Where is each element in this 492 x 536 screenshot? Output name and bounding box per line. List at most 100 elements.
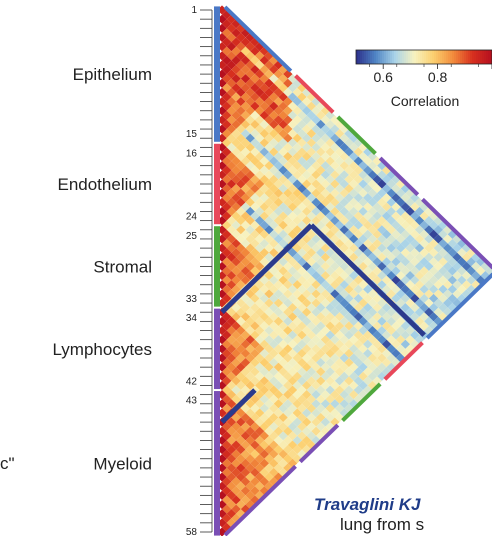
tick-label: 15 xyxy=(186,129,198,140)
heatmap-cell xyxy=(372,165,382,175)
heatmap-cell xyxy=(391,348,401,358)
heatmap-cell xyxy=(222,513,232,523)
heatmap-cell xyxy=(254,161,265,171)
heatmap-cell xyxy=(222,165,232,175)
heatmap-cell xyxy=(334,165,345,175)
heatmap-cell xyxy=(301,353,312,363)
heatmap-cell xyxy=(461,252,472,262)
heatmap-cell xyxy=(297,156,307,166)
group-labels: Epithelium Endothelium Stromal Lymphocytes M… xyxy=(52,65,152,473)
colorbar-swatch xyxy=(416,50,419,64)
heatmap-cell xyxy=(301,435,312,445)
heatmap-cell xyxy=(236,188,246,198)
heatmap-cell xyxy=(287,376,298,386)
heatmap-cell xyxy=(414,280,425,290)
heatmap-cell xyxy=(306,202,317,212)
heatmap-cell xyxy=(391,312,401,322)
diag-strip-segment xyxy=(336,115,377,155)
heatmap-cell xyxy=(344,275,354,285)
heatmap-cell xyxy=(438,293,448,304)
heatmap-cell xyxy=(236,69,246,79)
heatmap-cell xyxy=(367,252,378,262)
heatmap-cell xyxy=(250,119,260,130)
heatmap-cell xyxy=(438,275,448,285)
heatmap-cell xyxy=(236,271,246,281)
heatmap-cell xyxy=(240,238,251,249)
heatmap-cell xyxy=(264,170,274,180)
heatmap-cell xyxy=(231,385,241,395)
heatmap-cell xyxy=(254,151,265,162)
heatmap-cell xyxy=(217,5,227,15)
heatmap-cell xyxy=(410,193,420,203)
colorbar-swatch xyxy=(444,50,447,64)
heatmap-cell xyxy=(325,376,335,386)
heatmap-cell xyxy=(254,179,265,189)
heatmap-cell xyxy=(424,325,434,336)
heatmap-cell xyxy=(424,216,434,226)
group-label: Stromal xyxy=(93,257,152,276)
heatmap-cell xyxy=(269,129,279,139)
heatmap-cell xyxy=(273,188,284,198)
heatmap-cell xyxy=(348,170,359,180)
heatmap-cell xyxy=(236,426,246,436)
heatmap-cell xyxy=(367,353,378,363)
heatmap-cell xyxy=(363,248,373,258)
heatmap-cell xyxy=(330,252,340,262)
heatmap-cell xyxy=(358,353,368,363)
heatmap-cell xyxy=(438,229,448,239)
heatmap-cell xyxy=(222,275,232,285)
heatmap-cell xyxy=(231,147,241,157)
heatmap-cell xyxy=(264,353,274,363)
heatmap-cell xyxy=(363,376,373,386)
heatmap-cell xyxy=(339,344,349,354)
heatmap-cell xyxy=(391,184,401,194)
heatmap-cell xyxy=(269,275,279,285)
heatmap-cell xyxy=(301,426,312,436)
heatmap-cell xyxy=(292,197,302,207)
heatmap-cell xyxy=(442,252,453,262)
heatmap-cell xyxy=(283,234,293,244)
heatmap-cell xyxy=(339,188,349,198)
heatmap-cell xyxy=(254,307,265,317)
heatmap-cell xyxy=(311,380,321,391)
heatmap-cell xyxy=(344,376,354,386)
heatmap-cell xyxy=(405,325,415,336)
heatmap-cell xyxy=(278,303,288,313)
heatmap-cell xyxy=(306,431,317,441)
heatmap-cell xyxy=(339,380,349,391)
heatmap-cell xyxy=(245,206,255,217)
heatmap-cell xyxy=(226,151,237,162)
heatmap-cell xyxy=(259,211,270,221)
heatmap-cell xyxy=(231,367,241,377)
heatmap-cell xyxy=(250,248,260,258)
heatmap-cell xyxy=(287,83,298,93)
heatmap-cell xyxy=(226,445,237,455)
colorbar-swatch xyxy=(460,50,463,64)
heatmap-cell xyxy=(306,92,317,102)
heatmap-cell xyxy=(236,325,246,336)
heatmap-cell xyxy=(240,275,251,285)
heatmap-cell xyxy=(372,248,382,258)
heatmap-cell xyxy=(222,184,232,194)
heatmap-cell xyxy=(254,106,265,116)
heatmap-cell xyxy=(226,60,237,70)
heatmap-cell xyxy=(287,119,298,130)
heatmap-cell xyxy=(353,202,364,212)
heatmap-cell xyxy=(236,87,246,97)
heatmap-cell xyxy=(311,151,321,162)
heatmap-cell xyxy=(222,19,232,29)
heatmap-cell xyxy=(433,225,443,235)
heatmap-cell xyxy=(442,271,453,281)
heatmap-cell xyxy=(226,335,237,345)
heatmap-cell xyxy=(240,174,251,184)
heatmap-cell xyxy=(414,271,425,281)
heatmap-cell xyxy=(254,206,265,217)
heatmap-cell xyxy=(330,151,340,162)
heatmap-cell xyxy=(226,435,237,445)
heatmap-cell xyxy=(278,293,288,304)
heatmap-cell xyxy=(254,454,265,464)
heatmap-cell xyxy=(381,184,392,194)
heatmap-cell xyxy=(363,147,373,157)
heatmap-cell xyxy=(297,184,307,194)
heatmap-cell xyxy=(325,138,335,148)
